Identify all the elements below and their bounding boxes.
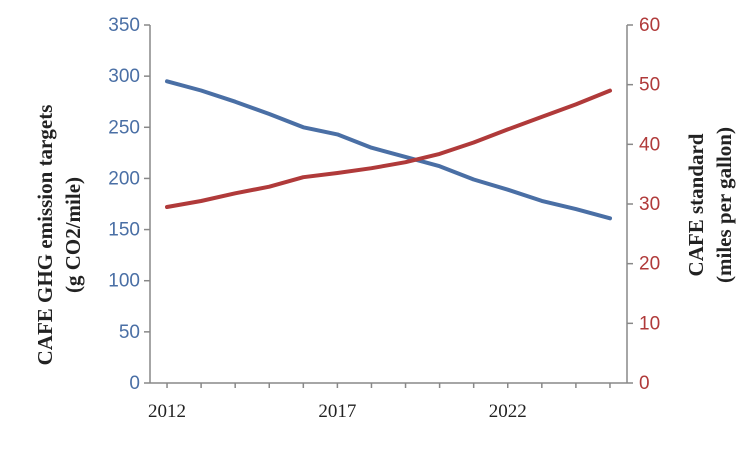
left-axis-ticks: 0 50 100 150 200 250 300 350: [108, 15, 150, 394]
x-axis-ticks: 2012 2017 2022: [148, 383, 611, 422]
right-tick-label: 40: [639, 134, 660, 155]
emission-targets-line: [165, 79, 612, 221]
left-tick-label: 200: [108, 168, 140, 189]
left-tick-label: 0: [129, 373, 140, 394]
right-tick-label: 0: [639, 373, 650, 394]
left-tick-label: 300: [108, 66, 140, 87]
left-tick-label: 250: [108, 117, 140, 138]
right-tick-label: 30: [639, 194, 660, 215]
left-tick-label: 350: [108, 15, 140, 36]
x-tick-label: 2017: [318, 401, 356, 422]
right-tick-label: 60: [639, 15, 660, 36]
left-axis-title-line2: (g CO2/mile): [61, 177, 85, 293]
left-axis-title-line1: CAFE GHG emission targets: [33, 105, 57, 366]
left-tick-label: 150: [108, 220, 140, 241]
right-axis-title-line2: (miles per gallon): [712, 127, 736, 283]
left-tick-label: 100: [108, 271, 140, 292]
right-axis-ticks: 0 10 20 30 40 50 60: [627, 15, 660, 394]
cafe-standard-line: [165, 88, 612, 209]
right-tick-label: 20: [639, 254, 660, 275]
series-lines: [165, 79, 612, 221]
left-tick-label: 50: [119, 322, 140, 343]
right-tick-label: 50: [639, 75, 660, 96]
right-axis-title-line1: CAFE standard: [684, 133, 708, 276]
x-tick-label: 2022: [489, 401, 527, 422]
x-tick-label: 2012: [148, 401, 186, 422]
right-tick-label: 10: [639, 313, 660, 334]
